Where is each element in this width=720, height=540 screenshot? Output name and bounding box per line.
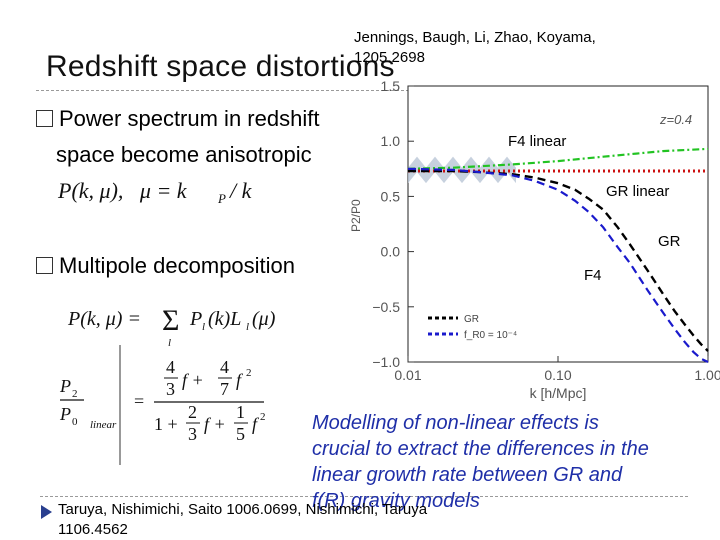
bullet-box-icon — [36, 110, 53, 127]
svg-text:7: 7 — [220, 379, 229, 399]
footer-reference: Taruya, Nishimichi, Saito 1006.0699, Nis… — [58, 500, 498, 540]
chart-legend: GR f_R0 = 10⁻⁴ — [428, 314, 517, 341]
svg-text:(μ): (μ) — [252, 308, 276, 330]
y-axis-label: P2/P0 — [349, 199, 363, 232]
plot-frame — [407, 85, 709, 363]
annotation-f4: F4 — [584, 267, 602, 284]
footer-triangle-icon — [41, 505, 52, 519]
svg-text:=: = — [134, 391, 144, 411]
svg-text:l: l — [168, 337, 171, 349]
svg-text:3: 3 — [166, 379, 175, 399]
svg-text:(k)L: (k)L — [208, 308, 241, 330]
reference-line2: 1106.4562 — [58, 521, 128, 538]
svg-text:f: f — [252, 414, 260, 434]
legend-gr-label: GR — [464, 314, 479, 325]
footer-rule — [40, 496, 688, 497]
caption-line: Modelling of non-linear effects is — [312, 412, 599, 434]
svg-text:P(k, μ), μ = k: P(k, μ), μ = k — [57, 178, 188, 203]
legend-f4-label: f_R0 = 10⁻⁴ — [464, 330, 517, 341]
header-rule — [36, 90, 684, 91]
bullet-1-line1: Power spectrum in redshift — [59, 106, 320, 131]
series-f4 — [407, 167, 709, 363]
corner-label: z=0.4 — [659, 112, 692, 127]
svg-text:/ k: / k — [228, 178, 253, 203]
svg-text:1 +: 1 + — [154, 414, 178, 434]
svg-text:P: P — [189, 308, 202, 330]
multipole-ratio-chart: 1.51.00.50.0−0.5−1.0 0.01 0.10 1.00 z=0.4 … — [349, 78, 720, 401]
y-axis: 1.5 1.0 0.5 0.0 −0.5 −1.0 — [372, 78, 414, 370]
y-tick-label: 1.5 — [381, 78, 401, 94]
bullet-box-icon — [36, 257, 53, 274]
svg-text:0: 0 — [72, 416, 78, 428]
x-axis: 0.01 0.10 1.00 — [394, 356, 720, 383]
bullet-2-line1: Multipole decomposition — [59, 253, 296, 278]
svg-text:P: P — [59, 376, 71, 396]
authors-citation: Jennings, Baugh, Li, Zhao, Koyama, 1205.… — [354, 28, 596, 68]
y-tick-label: 0.0 — [381, 244, 401, 260]
svg-text:1: 1 — [236, 402, 245, 422]
equation-1: P(k, μ), μ = k P / k — [57, 178, 253, 206]
series-f4-linear — [407, 147, 709, 170]
annotation-gr: GR — [658, 233, 681, 250]
x-tick-label: 1.00 — [694, 367, 720, 383]
y-tick-label: −0.5 — [372, 299, 400, 315]
svg-text:4: 4 — [220, 357, 229, 377]
equation-2: P(k, μ) = Σ l P l (k)L l (μ) — [67, 304, 276, 349]
bullet-power-spectrum: Power spectrum in redshift — [36, 104, 319, 134]
bullet-multipole: Multipole decomposition — [36, 251, 295, 281]
x-tick-label: 0.01 — [394, 367, 421, 383]
caption-line: crucial to extract the differences in th… — [312, 438, 649, 460]
svg-text:f: f — [236, 370, 244, 390]
caption-line: linear growth rate between GR and — [312, 464, 623, 486]
chart-series — [407, 147, 709, 363]
svg-text:l: l — [202, 321, 205, 333]
svg-text:2: 2 — [188, 402, 197, 422]
svg-text:f +: f + — [182, 370, 204, 390]
svg-text:P(k, μ) =: P(k, μ) = — [67, 308, 141, 330]
caption-text: Modelling of non-linear effects is cruci… — [312, 410, 712, 514]
svg-text:3: 3 — [188, 424, 197, 444]
series-gr — [408, 169, 709, 352]
annotation-f4-linear: F4 linear — [508, 133, 566, 150]
svg-text:4: 4 — [166, 357, 175, 377]
svg-text:linear: linear — [90, 419, 117, 431]
y-tick-label: −1.0 — [372, 354, 400, 370]
bullet-1-line2: space become anisotropic — [56, 142, 312, 167]
svg-text:l: l — [246, 321, 249, 333]
svg-text:2: 2 — [260, 411, 266, 423]
svg-text:Σ: Σ — [162, 304, 179, 337]
svg-text:f +: f + — [204, 414, 226, 434]
x-axis-label: k [h/Mpc] — [530, 385, 587, 401]
x-tick-label: 0.10 — [544, 367, 571, 383]
svg-text:2: 2 — [72, 388, 78, 400]
y-tick-label: 0.5 — [381, 188, 401, 204]
svg-text:5: 5 — [236, 424, 245, 444]
authors-line2: 1205.2698 — [354, 49, 425, 66]
authors-line1: Jennings, Baugh, Li, Zhao, Koyama, — [354, 29, 596, 46]
svg-text:2: 2 — [246, 367, 252, 379]
reference-line1: Taruya, Nishimichi, Saito 1006.0699, Nis… — [58, 501, 428, 518]
svg-text:P: P — [217, 191, 226, 206]
equations-block: P(k, μ), μ = k P / k P(k, μ) = Σ l P l (… — [57, 178, 276, 465]
y-tick-label: 1.0 — [381, 133, 401, 149]
slide-title: Redshift space distortions — [46, 50, 395, 83]
annotation-gr-linear: GR linear — [606, 183, 669, 200]
caption-line: f(R) gravity models — [312, 490, 480, 512]
svg-text:P: P — [59, 404, 71, 424]
